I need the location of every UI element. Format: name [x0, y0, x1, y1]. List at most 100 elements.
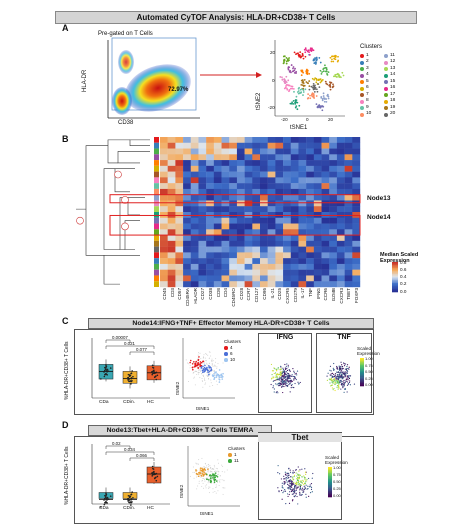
heatmap-cell	[167, 183, 176, 190]
expression-point	[349, 375, 351, 377]
tsne-point	[306, 50, 309, 53]
heatmap-cell	[260, 137, 268, 143]
tsne-background-point	[209, 351, 211, 353]
expression-point	[277, 392, 279, 394]
expression-point	[305, 484, 307, 486]
expression-point	[281, 376, 283, 379]
expression-point	[277, 368, 279, 370]
expression-point	[330, 373, 332, 375]
gate-percent: 72.97%	[168, 87, 189, 93]
heatmap-cell	[352, 252, 361, 259]
heatmap-cell	[183, 263, 191, 270]
sample-point	[105, 365, 107, 368]
expression-point	[293, 483, 295, 485]
heatmap-cell	[167, 200, 176, 207]
heatmap-cell	[244, 171, 253, 178]
heatmap-cell	[244, 235, 253, 242]
sample-point	[152, 367, 155, 369]
tsne-background-point	[199, 377, 201, 379]
tsne-background-point	[203, 354, 205, 356]
tsne-point	[296, 101, 299, 104]
heatmap-cell	[275, 148, 284, 155]
expression-point	[293, 471, 295, 473]
heatmap-cell	[352, 177, 361, 184]
heatmap-cell	[267, 263, 276, 270]
sample-point	[103, 375, 106, 378]
heatmap-cell	[160, 148, 168, 155]
expression-point	[277, 471, 279, 474]
tsne-background-point	[193, 377, 195, 379]
heatmap-cell	[198, 263, 207, 270]
heatmap-cell	[229, 217, 238, 224]
tsne-background-point	[210, 359, 212, 361]
panel-label-a: A	[62, 23, 69, 33]
expression-point	[290, 380, 293, 382]
heatmap-cell	[283, 148, 291, 155]
tsne-background-point	[203, 376, 205, 378]
tsne-point	[299, 51, 302, 54]
heatmap-cell	[190, 246, 199, 253]
heatmap-cell	[213, 223, 222, 230]
heatmap-cell	[236, 281, 245, 288]
expression-point	[293, 378, 295, 380]
tsne-point	[332, 85, 334, 88]
heatmap-cell	[252, 258, 261, 265]
heatmap-cell	[229, 142, 238, 149]
heatmap-cell	[306, 200, 315, 207]
expression-point	[281, 485, 283, 487]
cluster-legend-label: 19	[390, 104, 396, 110]
heatmap-cell	[260, 188, 268, 195]
sample-point	[107, 370, 110, 372]
cluster-legend-label: 17	[390, 91, 396, 97]
expression-point	[277, 487, 279, 489]
heatmap-cell	[167, 275, 176, 282]
tsne-background-point	[200, 358, 202, 360]
heatmap-cell	[321, 252, 330, 259]
heatmap-cell	[167, 188, 176, 195]
heatmap-cell	[267, 275, 276, 282]
heatmap-cell	[306, 142, 315, 149]
heatmap-cell	[190, 142, 199, 149]
tsne-point	[279, 76, 282, 78]
heatmap-cell	[336, 240, 345, 247]
expression-point	[286, 369, 289, 372]
heatmap-cell	[267, 258, 276, 265]
cluster-legend-label: 13	[390, 65, 396, 71]
tsne-point	[218, 376, 221, 379]
tsne-point	[303, 79, 306, 81]
expression-point	[292, 493, 295, 495]
heatmap-cell	[190, 240, 199, 247]
tsne-point	[198, 356, 200, 358]
expression-point	[304, 479, 307, 481]
tsne-background-point	[214, 370, 216, 372]
cluster-legend-label: 3	[366, 65, 369, 71]
heatmap-cell	[329, 171, 338, 178]
heatmap-cell	[321, 281, 330, 288]
heatmap-cell	[344, 177, 353, 184]
sample-point	[105, 364, 107, 366]
heatmap-cell	[321, 137, 330, 143]
expression-point	[283, 478, 285, 480]
heatmap-cell	[206, 246, 215, 253]
heatmap-cell	[175, 171, 184, 178]
row-cluster-swatch	[154, 137, 159, 143]
heatmap-cell	[344, 171, 353, 178]
heatmap-cell	[175, 217, 184, 224]
heatmap-cell	[244, 200, 253, 207]
sample-point	[109, 367, 112, 369]
heatmap-cell	[260, 206, 268, 213]
tsne-x-tick: 20	[328, 117, 334, 122]
heatmap-cell	[206, 269, 215, 276]
expression-point	[299, 469, 301, 471]
heatmap-cell	[290, 258, 299, 265]
heatmap-cell	[306, 206, 315, 213]
heatmap-cell	[290, 160, 299, 167]
heatmap-cell	[252, 142, 261, 149]
expression-point	[289, 391, 291, 393]
heatmap-cell	[190, 200, 199, 207]
heatmap-cell	[183, 188, 191, 195]
tsne-point	[286, 58, 289, 60]
tsne-background-point	[212, 373, 214, 375]
heatmap-cell	[313, 263, 322, 270]
tsne-background-point	[199, 352, 201, 354]
